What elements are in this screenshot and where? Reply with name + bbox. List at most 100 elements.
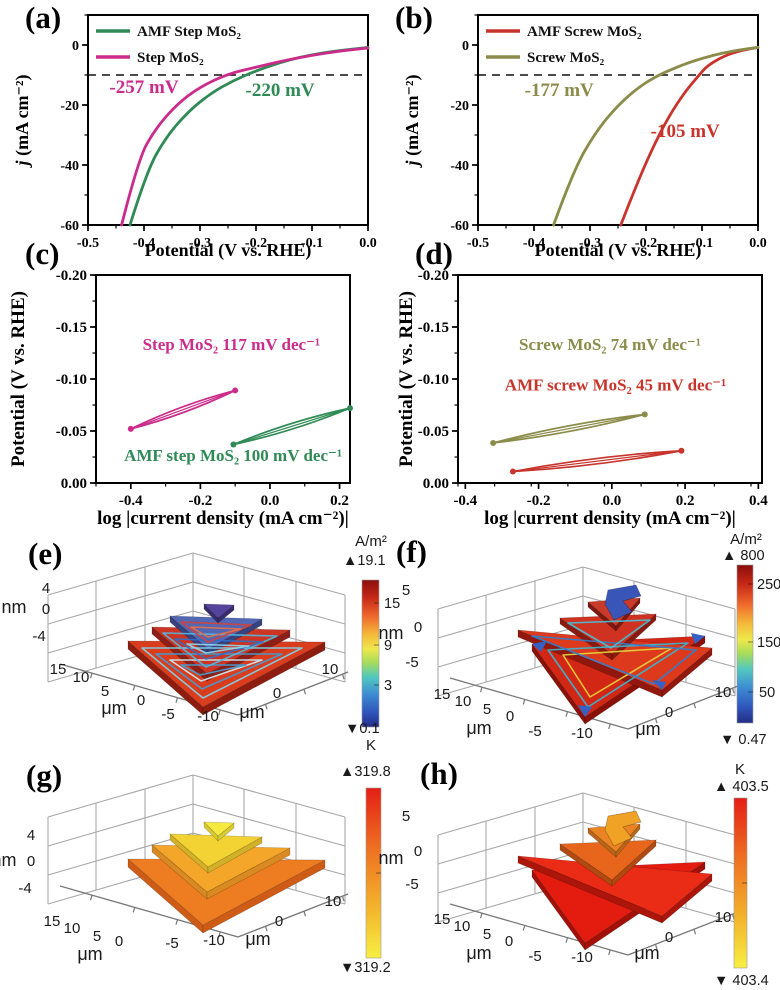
surface-accent	[578, 705, 592, 717]
y-tick-label: -60	[60, 219, 79, 234]
x-tick-label: -0.1	[691, 236, 713, 251]
tafel-fit-line	[233, 407, 351, 446]
annotation: Step MoS₂ 117 mV dec⁻¹	[143, 335, 321, 354]
z-tick-label: 5	[402, 808, 410, 825]
y-tick-label: 5	[93, 928, 101, 945]
grid-line	[437, 595, 584, 639]
grid-line	[449, 903, 629, 956]
colorbar-tick-label: 3	[384, 678, 392, 694]
y-tick-label: 0	[137, 692, 145, 709]
x-axis-label: log |current density (mA cm⁻²)|	[484, 508, 736, 529]
z-axis-label: nm	[378, 623, 403, 643]
x-tick-label: -10	[571, 725, 593, 742]
x-tick-label: 0.0	[261, 493, 280, 509]
surface-accent	[532, 641, 547, 652]
grid-line	[731, 687, 735, 694]
pyramid-side-face	[615, 597, 641, 632]
colorbar-min: ▼319.2	[340, 960, 391, 976]
pyramid-top-face	[203, 821, 235, 837]
x-axis-label: Potential (V vs. RHE)	[535, 240, 702, 261]
z-tick-label: -4	[18, 880, 31, 897]
y-tick-label: -40	[60, 159, 79, 174]
panel-label-h: (h)	[420, 756, 458, 791]
z-axis-label: nm	[1, 597, 26, 617]
legend-label: Step MoS₂	[137, 50, 204, 66]
grid-line	[522, 699, 526, 705]
panel-label-a: (a)	[25, 0, 62, 35]
series-endpoint	[509, 468, 516, 475]
colorbar	[736, 564, 754, 724]
series-endpoint	[127, 425, 134, 432]
x-tick-label: -5	[161, 706, 174, 723]
pyramid-side-face	[206, 847, 291, 900]
series-endpoint	[232, 387, 239, 394]
x-tick-label: 0.2	[330, 493, 349, 509]
grid-line	[437, 792, 584, 836]
x-tick-label: 10	[715, 909, 732, 926]
y-tick-label: 15	[434, 686, 451, 703]
pyramid-side-face	[615, 823, 641, 858]
colorbar-unit: A/m²	[730, 531, 762, 548]
series-endpoint	[678, 447, 685, 454]
spiral-top-arm	[604, 584, 642, 621]
streamline-contour	[141, 647, 303, 699]
y-tick-label: -60	[450, 219, 469, 234]
grid-line	[47, 774, 194, 818]
x-tick-label: 0.4	[749, 493, 768, 509]
series-endpoint	[490, 439, 497, 446]
y-axis-label: j (mA cm⁻²)	[12, 75, 33, 169]
grid-line	[693, 929, 697, 935]
streamline-contour	[174, 638, 264, 660]
x-tick-label: 10	[322, 661, 339, 678]
grid-line	[47, 610, 194, 654]
panel-label-g: (g)	[26, 758, 63, 793]
z-axis-label: nm	[378, 848, 403, 868]
grid-line	[654, 718, 658, 724]
grid-line	[437, 624, 584, 668]
x-tick-label: -0.4	[133, 236, 155, 251]
tafel-fit-line	[512, 450, 682, 473]
grid-line	[437, 850, 584, 894]
x-tick-label: -0.4	[119, 493, 143, 509]
panel-label-c: (c)	[25, 236, 60, 271]
plot-frame	[477, 14, 759, 226]
grid-line	[47, 803, 194, 847]
chart-e-surface3d: 4 0 -4 nm 15 10 5 0 μm -5 -10 0 10 μm A/m² ▲19.1 15 9 3 ▼0.…	[1, 533, 400, 737]
x-tick-label: 0	[665, 929, 673, 946]
z-tick-label: -4	[32, 628, 45, 645]
grid-line	[565, 711, 569, 717]
grid-line	[341, 673, 345, 680]
z-tick-label: -5	[405, 876, 418, 893]
z-tick-label: 5	[402, 582, 410, 599]
grid-line	[582, 792, 736, 836]
panel-label-e: (e)	[28, 536, 63, 571]
y-tick-label: -0.10	[56, 372, 87, 388]
y-axis-label: μm	[77, 944, 102, 964]
grid-line	[627, 685, 739, 730]
series-endpoint	[230, 441, 237, 448]
colorbar-max: ▲ 403.5	[714, 779, 769, 795]
colorbar	[733, 797, 748, 969]
grid-line	[437, 566, 584, 610]
x-tick-label: 0	[275, 913, 283, 930]
x-tick-label: -0.3	[579, 236, 601, 251]
streamline-contour	[169, 659, 263, 682]
grid-line	[654, 944, 658, 950]
z-tick-label: 0	[42, 601, 50, 618]
grid-line	[303, 689, 307, 695]
annotation: -105 mV	[651, 121, 720, 142]
y-axis-label: μm	[466, 718, 491, 738]
colorbar-tick-label: 15	[384, 596, 400, 612]
chart-b-polarization: -0.5 -0.4 -0.3 -0.2 -0.1 0.0 0 -20 -40 -60 AMF Scr…	[402, 14, 767, 261]
x-tick-label: 0.0	[749, 236, 767, 251]
z-tick-label: 0	[414, 843, 422, 860]
colorbar-tick-label: 250	[757, 577, 780, 593]
series-curve	[120, 46, 370, 227]
y-tick-label: 10	[73, 669, 90, 686]
streamline-contour	[547, 642, 689, 708]
colorbar-min: ▼0.1	[345, 721, 380, 737]
y-tick-label: 5	[483, 701, 491, 718]
x-tick-label: -0.5	[467, 236, 489, 251]
grid-line	[47, 581, 194, 625]
